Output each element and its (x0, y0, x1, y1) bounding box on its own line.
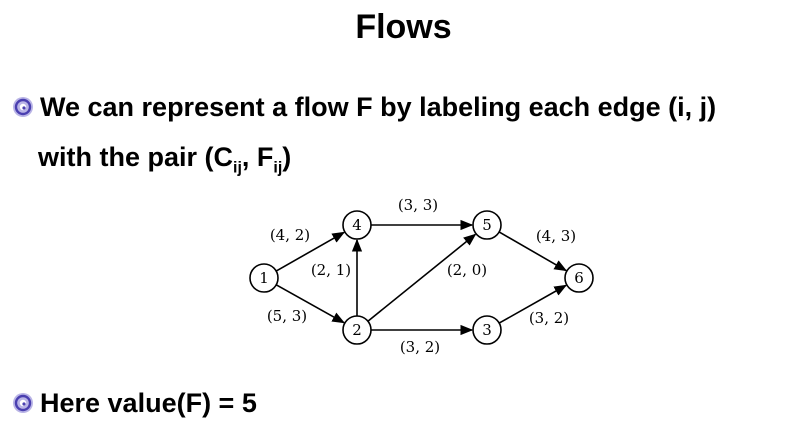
node-1 (249, 263, 279, 293)
swirl-bullet-icon (13, 97, 33, 117)
bullet-2: Here value(F) = 5 (12, 388, 257, 419)
edge-label-2-4: (2, 1) (311, 261, 351, 279)
edge-3-6 (498, 284, 568, 324)
edge-label-3-6: (3, 2) (529, 309, 569, 327)
swirl-bullet-icon (13, 393, 33, 413)
node-label-5: 5 (482, 216, 492, 234)
node-label-6: 6 (574, 269, 584, 287)
subscript-f: ij (273, 159, 283, 177)
node-2 (342, 315, 372, 345)
edge-2-5 (367, 233, 477, 322)
node-3 (472, 315, 502, 345)
edge-label-2-3: (3, 2) (400, 338, 440, 356)
node-label-2: 2 (352, 321, 362, 339)
edge-label-4-5: (3, 3) (398, 196, 438, 214)
node-4 (342, 210, 372, 240)
node-6 (564, 263, 594, 293)
edge-5-6 (498, 231, 568, 272)
edge-label-2-5: (2, 0) (447, 261, 487, 279)
pair-prefix: with the pair (C (38, 142, 233, 172)
subscript-c: ij (233, 159, 242, 177)
node-5 (472, 210, 502, 240)
edge-label-5-6: (4, 3) (536, 227, 576, 245)
node-label-3: 3 (482, 321, 492, 339)
edge-1-2 (275, 284, 346, 324)
bullet-1: We can represent a flow F by labeling ea… (12, 92, 716, 123)
edge-1-4 (275, 231, 346, 272)
edge-label-1-4: (4, 2) (270, 226, 310, 244)
slide-title: Flows (355, 8, 452, 46)
bullet-1-text: We can represent a flow F by labeling ea… (40, 92, 717, 122)
edge-label-1-2: (5, 3) (267, 307, 307, 325)
pair-suffix: ) (282, 142, 292, 172)
node-label-4: 4 (352, 216, 362, 234)
bullet-2-text: Here value(F) = 5 (40, 388, 257, 418)
bullet-1-line-2: with the pair (Cij, Fij) (38, 142, 291, 177)
pair-mid: , F (241, 142, 274, 172)
node-label-1: 1 (259, 269, 269, 287)
